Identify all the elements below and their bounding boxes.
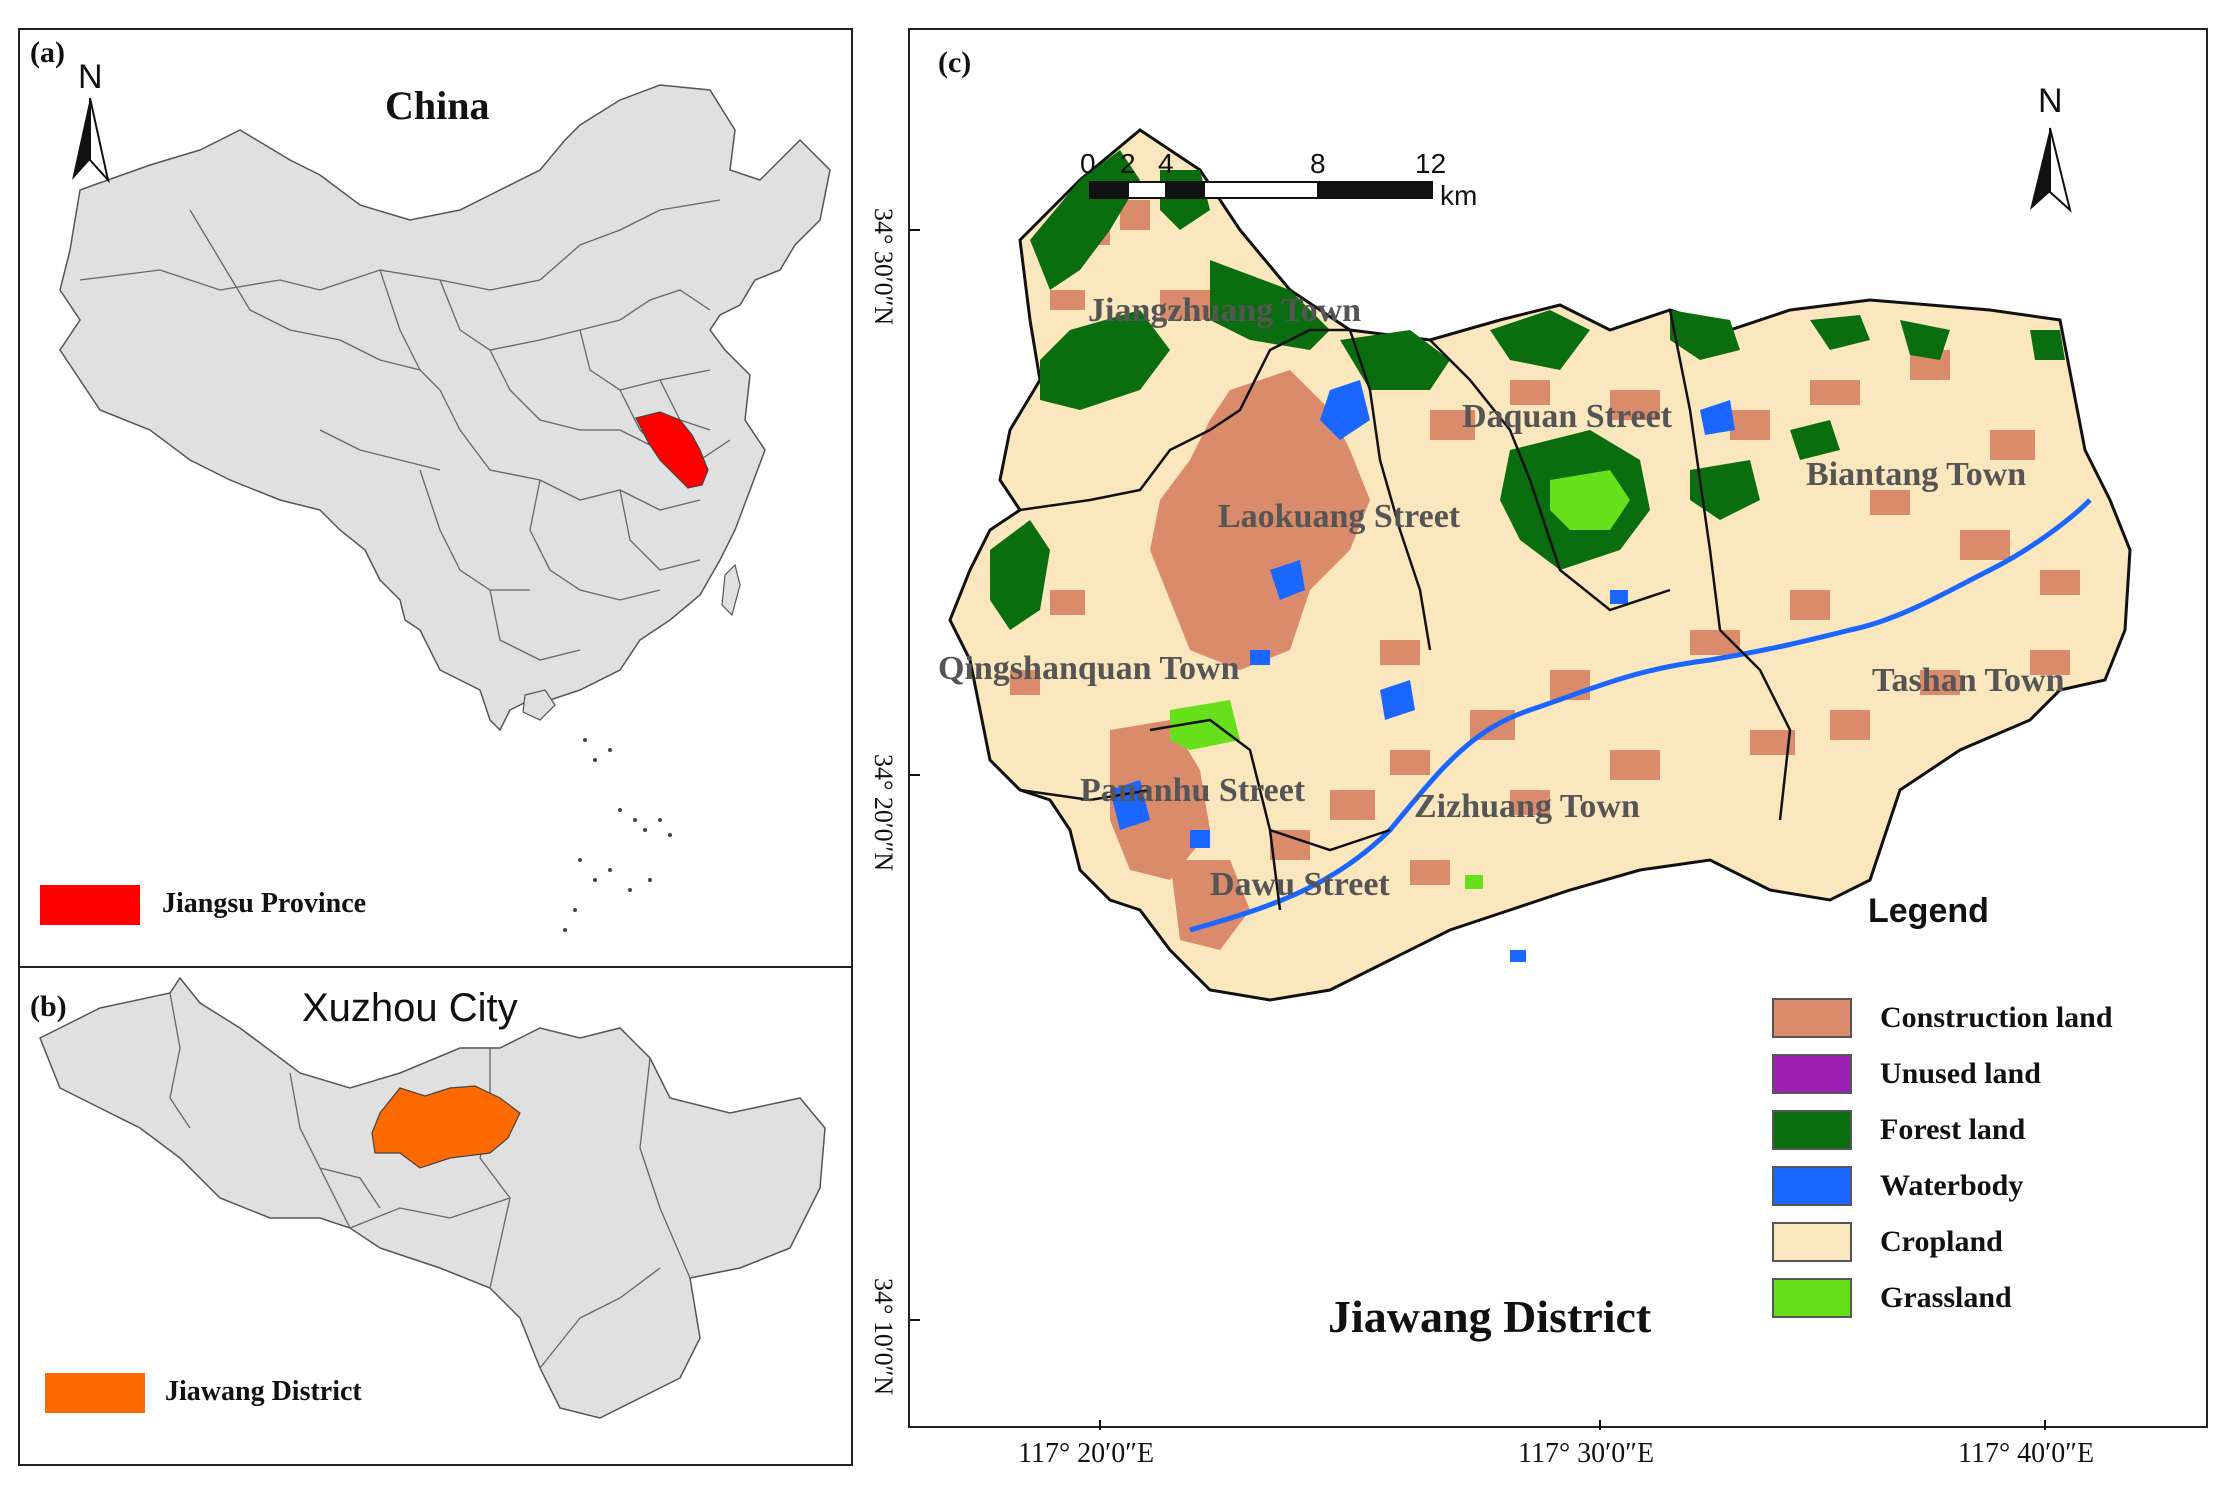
town-label-jiangzhuang: Jiangzhuang Town <box>1088 292 1362 329</box>
lon-tick-117-40: 117° 40′0″E <box>1958 1438 2095 1469</box>
panel-title-china: China <box>385 83 490 128</box>
legend-label-forest: Forest land <box>1880 1113 2026 1146</box>
legend-item-forest: Forest land <box>1772 1110 2025 1150</box>
town-boundaries <box>1019 309 1792 911</box>
town-label-qingshanquan: Qingshanquan Town <box>938 650 1240 687</box>
legend-swatch-grassland <box>1772 1278 1852 1318</box>
legend-label-grassland: Grassland <box>1880 1281 2012 1314</box>
town-label-daquan: Daquan Street <box>1462 398 1672 435</box>
panel-label-c: (c) <box>938 46 972 79</box>
north-arrow-a <box>72 97 110 184</box>
scale-bar <box>1089 181 1433 199</box>
waterbody <box>1110 380 1735 962</box>
grassland <box>1170 470 1630 889</box>
panel-xuzhou-map: (b) Xuzhou City Jiawang District <box>18 966 853 1466</box>
panel-china-map: (a) N China Jiangsu Province <box>18 28 853 968</box>
legend-label-waterbody: Waterbody <box>1880 1169 2024 1202</box>
legend-label-unused: Unused land <box>1880 1057 2041 1090</box>
jiawang-district <box>371 1085 521 1169</box>
town-label-pananhu: Pananhu Street <box>1080 772 1306 809</box>
north-letter-c: N <box>2038 82 2063 120</box>
hainan-island <box>522 689 556 721</box>
landuse-map-svg <box>910 127 2132 1430</box>
legend-item-construction: Construction land <box>1772 998 2113 1038</box>
town-label-laokuang: Laokuang Street <box>1218 498 1461 535</box>
legend-item-waterbody: Waterbody <box>1772 1166 2023 1206</box>
jiangsu-province <box>635 411 709 489</box>
xuzhou-map-svg <box>39 976 826 1419</box>
legend-swatch-forest <box>1772 1110 1852 1150</box>
legend-item-unused: Unused land <box>1772 1054 2041 1094</box>
construction-land <box>1010 200 2080 950</box>
north-letter-a: N <box>78 58 103 96</box>
legend-swatch-unused <box>1772 1054 1852 1094</box>
lon-tick-117-30: 117° 30′0″E <box>1518 1438 1655 1469</box>
legend-swatch-cropland <box>1772 1222 1852 1262</box>
panel-landuse-map: (c) N 0 2 4 8 12 km Jiangzhuang Town Daq… <box>908 28 2208 1430</box>
lat-tick-34-30: 34° 30′0″N <box>869 208 898 326</box>
river <box>1189 498 2092 933</box>
china-outline <box>59 84 831 732</box>
lat-tick-34-20: 34° 20′0″N <box>869 754 898 872</box>
graticule-ticks <box>910 229 2046 1430</box>
legend-swatch-jiangsu <box>40 885 140 925</box>
taiwan-island <box>721 563 741 617</box>
legend-swatch-jiawang <box>45 1373 145 1413</box>
scale-tick-2: 2 <box>1120 148 1136 179</box>
town-label-biantang: Biantang Town <box>1806 456 2027 493</box>
scale-unit: km <box>1440 180 1478 211</box>
china-map-svg <box>40 84 831 932</box>
town-label-zizhuang: Zizhuang Town <box>1414 788 1640 825</box>
scale-tick-8: 8 <box>1310 148 1326 179</box>
legend-label-cropland: Cropland <box>1880 1225 2003 1258</box>
legend-label-jiawang: Jiawang District <box>165 1376 362 1407</box>
district-title: Jiawang District <box>1328 1291 1652 1342</box>
scale-tick-12: 12 <box>1415 148 1447 179</box>
south-sea-islands <box>563 738 672 932</box>
north-arrow-c <box>2030 127 2072 213</box>
legend-label-jiangsu: Jiangsu Province <box>162 888 367 919</box>
legend-title: Legend <box>1868 892 1989 930</box>
scale-tick-0: 0 <box>1080 148 1096 179</box>
lon-tick-117-20: 117° 20′0″E <box>1018 1438 1155 1469</box>
town-label-tashan: Tashan Town <box>1872 662 2065 699</box>
district-outline <box>948 128 2132 1002</box>
legend-item-grassland: Grassland <box>1772 1278 2012 1318</box>
legend-label-construction: Construction land <box>1880 1001 2113 1034</box>
panel-title-xuzhou: Xuzhou City <box>302 986 518 1030</box>
panel-label-a: (a) <box>30 36 65 69</box>
legend-swatch-construction <box>1772 998 1852 1038</box>
scale-tick-4: 4 <box>1158 148 1174 179</box>
legend-item-cropland: Cropland <box>1772 1222 2003 1262</box>
panel-label-b: (b) <box>30 990 67 1023</box>
legend-swatch-waterbody <box>1772 1166 1852 1206</box>
lat-tick-34-10: 34° 10′0″N <box>869 1278 898 1396</box>
xuzhou-outline <box>39 976 826 1419</box>
town-label-dawu: Dawu Street <box>1210 866 1390 903</box>
